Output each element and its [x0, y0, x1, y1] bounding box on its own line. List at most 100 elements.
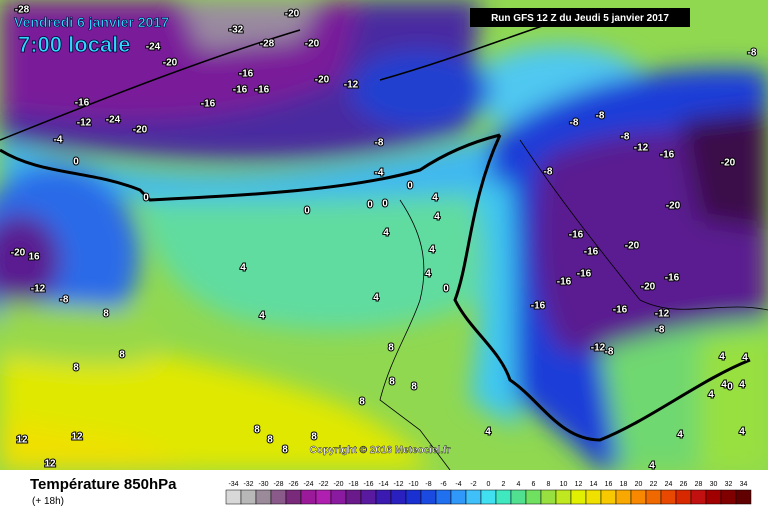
contour-label: -20 — [721, 158, 736, 169]
contour-label: -16 — [255, 85, 270, 96]
colorbar-cell — [735, 489, 752, 505]
colorbar-tick-label: 30 — [710, 481, 718, 488]
contour-label: 4 — [373, 293, 379, 304]
colorbar-cell — [615, 489, 632, 505]
colorbar-cell — [390, 489, 407, 505]
colorbar-tick-label: -8 — [425, 481, 431, 488]
colorbar-cell — [495, 489, 512, 505]
contour-label: -8 — [544, 167, 553, 178]
valid-date: Vendredi 6 janvier 2017 — [14, 14, 169, 30]
contour-label: 4 — [485, 427, 491, 438]
colorbar-cell — [645, 489, 662, 505]
colorbar-tick-label: -28 — [273, 481, 283, 488]
contour-label: -16 — [531, 301, 546, 312]
colorbar-cell — [285, 489, 302, 505]
colorbar-tick-label: -4 — [455, 481, 461, 488]
run-info: Run GFS 12 Z du Jeudi 5 janvier 2017 — [491, 13, 669, 24]
colorbar-tick-label: 14 — [590, 481, 598, 488]
contour-label: 4 — [383, 228, 389, 239]
contour-label: -8 — [748, 48, 757, 59]
contour-label: 0 — [407, 181, 413, 192]
colorbar-cell — [585, 489, 602, 505]
contour-label: -12 — [31, 284, 46, 295]
colorbar-cell — [690, 489, 707, 505]
contour-label: -20 — [666, 201, 681, 212]
colorbar-cell — [300, 489, 317, 505]
contour-label: -4 — [54, 135, 63, 146]
colorbar-tick-label: -2 — [470, 481, 476, 488]
colorbar-tick-label: 22 — [650, 481, 658, 488]
colorbar-tick-label: -10 — [408, 481, 418, 488]
contour-label: 4 — [719, 352, 725, 363]
contour-label: -16 — [233, 85, 248, 96]
contour-label: -20 — [11, 248, 26, 259]
contour-label: 8 — [73, 363, 79, 374]
colorbar-tick-label: 32 — [725, 481, 733, 488]
contour-label: -8 — [596, 111, 605, 122]
colorbar-cell — [270, 489, 287, 505]
contour-label: 8 — [411, 382, 417, 393]
colorbar-tick-label: -6 — [440, 481, 446, 488]
colorbar-tick-label: 18 — [620, 481, 628, 488]
colorbar-tick-label: -24 — [303, 481, 313, 488]
temperature-field — [0, 0, 768, 470]
contour-label: 12 — [44, 459, 56, 470]
contour-label: 16 — [28, 252, 40, 263]
contour-label: -8 — [605, 347, 614, 358]
colorbar-cell — [405, 489, 422, 505]
contour-label: -12 — [634, 143, 649, 154]
colorbar-tick-label: -14 — [378, 481, 388, 488]
contour-label: 12 — [16, 435, 28, 446]
contour-label: -20 — [133, 125, 148, 136]
contour-label: 0 — [443, 284, 449, 295]
contour-label: -8 — [656, 325, 665, 336]
colorbar-cell — [420, 489, 437, 505]
contour-label: 4 — [677, 430, 683, 441]
colorbar-cell — [510, 489, 527, 505]
colorbar-cell — [225, 489, 242, 505]
run-box — [470, 8, 690, 27]
colorbar-tick-label: 16 — [605, 481, 613, 488]
field-title: Température 850hPa — [30, 476, 177, 493]
contour-label: 0 — [727, 382, 733, 393]
contour-label: -20 — [641, 282, 656, 293]
colorbar-tick-label: 12 — [575, 481, 583, 488]
contour-label: -8 — [60, 295, 69, 306]
valid-time: 7:00 locale — [18, 32, 131, 57]
colorbar-tick-label: 4 — [517, 481, 521, 488]
colorbar-tick-label: -12 — [393, 481, 403, 488]
colorbar-cell — [345, 489, 362, 505]
contour-labels: -28 -20-32-24 -28 -20-20-16-20 -12-16 -16-16-… — [10, 4, 758, 473]
colorbar-tick-label: -32 — [243, 481, 253, 488]
contour-label: 8 — [311, 432, 317, 443]
colorbar-cell — [240, 489, 257, 505]
contour-label: 4 — [739, 427, 745, 438]
contour-label: -28 — [260, 39, 275, 50]
colorbar-tick-label: -26 — [288, 481, 298, 488]
contour-label: -20 — [315, 75, 330, 86]
contour-label: 8 — [254, 425, 260, 436]
contour-label: -16 — [239, 69, 254, 80]
colorbar-cell — [705, 489, 722, 505]
colorbar-cell — [660, 489, 677, 505]
contour-label: -28 — [15, 5, 30, 16]
contour-label: 4 — [739, 380, 745, 391]
colorbar-tick-label: -34 — [228, 481, 238, 488]
contour-label: -8 — [375, 138, 384, 149]
colorbar-cell — [630, 489, 647, 505]
contour-label: 8 — [389, 377, 395, 388]
colorbar-tick-label: 8 — [547, 481, 551, 488]
contour-label: 4 — [259, 311, 265, 322]
contour-label: -20 — [625, 241, 640, 252]
contour-label: -16 — [665, 273, 680, 284]
contour-label: 4 — [434, 212, 440, 223]
colorbar-cell — [435, 489, 452, 505]
colorbar-cell — [540, 489, 557, 505]
colorbar: -34 -32 -30 -28 -26 -24 -22 -20 -18 -16 -14 -12 -10-… — [225, 481, 752, 505]
colorbar-tick-label: 0 — [487, 481, 491, 488]
contour-label: -12 — [655, 309, 670, 320]
contour-label: -20 — [305, 39, 320, 50]
contour-label: -16 — [660, 150, 675, 161]
contour-label: 4 — [708, 390, 714, 401]
